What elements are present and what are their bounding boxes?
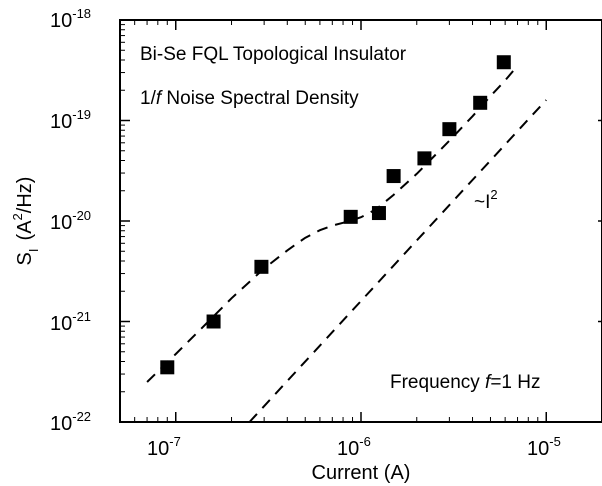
frequency-label: Frequency f=1 Hz — [390, 372, 541, 393]
plot-frame — [119, 19, 602, 423]
data-point — [386, 169, 401, 184]
data-point — [417, 151, 432, 166]
y-axis-title: SI(A2/Hz) — [10, 177, 41, 266]
data-point — [473, 95, 488, 110]
data-markers — [160, 55, 511, 375]
data-point — [371, 206, 386, 221]
fit-line-2 — [248, 99, 547, 423]
annotation-title-line2: 1/f Noise Spectral Density — [140, 88, 359, 109]
y-tick-label-1e-18: 10-18 — [50, 6, 91, 32]
data-point — [206, 314, 221, 329]
fit-line-1 — [146, 65, 519, 383]
data-point — [442, 122, 457, 137]
x-axis-title: Current (A) — [312, 462, 411, 484]
x-tick-labels: 10-7 10-6 10-5 — [147, 434, 561, 460]
x-tick-label-1e-7: 10-7 — [147, 434, 181, 460]
y-tick-label-1e-20: 10-20 — [50, 208, 91, 234]
y-tick-label-1e-21: 10-21 — [50, 309, 91, 335]
axis-ticks — [119, 19, 602, 423]
fit-lines — [146, 65, 547, 423]
data-point — [496, 55, 511, 70]
data-point — [160, 360, 175, 375]
annotation-title-line1: Bi-Se FQL Topological Insulator — [140, 44, 407, 65]
y-tick-labels: 10-22 10-21 10-20 10-19 10-18 — [50, 6, 91, 435]
slope-label: ~I2 — [474, 187, 498, 213]
data-point — [254, 259, 269, 274]
x-tick-label-1e-6: 10-6 — [337, 434, 371, 460]
y-tick-label-1e-19: 10-19 — [50, 107, 91, 133]
y-tick-label-1e-22: 10-22 — [50, 409, 91, 435]
x-tick-label-1e-5: 10-5 — [527, 434, 561, 460]
data-point — [343, 209, 358, 224]
